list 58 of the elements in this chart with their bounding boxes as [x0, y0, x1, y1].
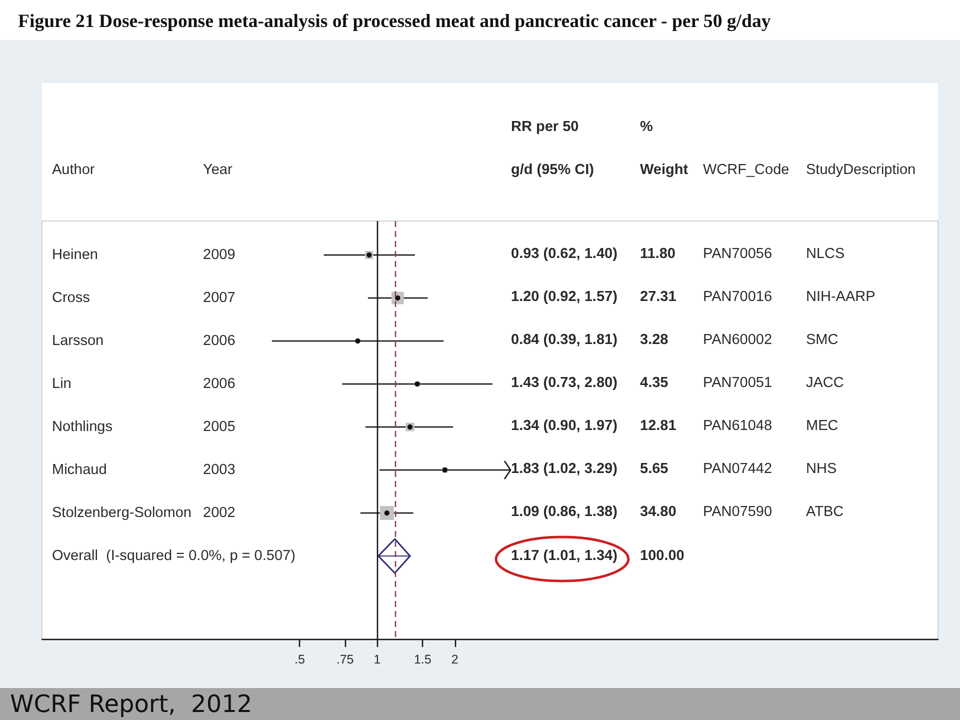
y2-axis-title: Year: [203, 162, 232, 178]
y-tick-label: Stolzenberg-Solomon: [52, 505, 192, 521]
text: 0.93 (0.62, 1.40): [511, 246, 618, 262]
text: 34.80: [640, 504, 676, 520]
x-tick-label: .75: [336, 652, 354, 666]
x-tick-label: 1: [374, 652, 381, 666]
y2-tick-label: 2006: [203, 332, 236, 349]
text: 4.35: [640, 375, 668, 392]
text: PAN70016: [703, 289, 772, 306]
text: 27.31: [640, 289, 676, 306]
category-label: % Weight: [640, 118, 688, 178]
y-tick-label: Michaud: [52, 462, 107, 478]
x-tick-label: 2: [451, 652, 458, 666]
y2-tick-label: 2007: [203, 290, 236, 306]
y-tick-label: Overall (I-squared = 0.0%, p = 0.507): [52, 548, 296, 564]
text: PAN07590: [703, 504, 772, 520]
y2-tick-label: 2006: [203, 376, 236, 392]
text: 11.80: [640, 246, 676, 262]
text: 1.34 (0.90, 1.97): [511, 418, 618, 434]
x-tick-label: .5: [294, 652, 305, 666]
text: NLCS: [806, 246, 845, 262]
text: SMC: [806, 332, 838, 348]
chart-title: Figure 21 Dose-response meta-analysis of processed meat and pancreatic cancer - per 50 g/day: [18, 11, 772, 32]
y2-tick-label: 2005: [203, 418, 236, 435]
text: ATBC: [806, 504, 844, 520]
y-tick-label: Heinen: [52, 246, 98, 263]
y2-tick-label: 2009: [203, 246, 236, 263]
category-label: WCRF_Code: [703, 162, 790, 178]
text: PAN70056: [703, 246, 772, 262]
text: 0.84 (0.39, 1.81): [511, 332, 618, 348]
y-tick-label: Cross: [52, 290, 90, 306]
y-tick-label: Nothlings: [52, 418, 112, 435]
text: PAN61048: [703, 418, 772, 434]
text: NHS: [806, 461, 837, 478]
y2-tick-label: 2002: [203, 505, 236, 521]
text: 1.17 (1.01, 1.34): [511, 548, 618, 564]
text: PAN70051: [703, 375, 772, 392]
y-tick-label: Lin: [52, 376, 72, 392]
text: 1.43 (0.73, 2.80): [511, 375, 618, 392]
text: WCRF Report, 2012: [10, 690, 252, 718]
text: 5.65: [640, 461, 668, 478]
x-tick-label: 1.5: [414, 652, 432, 666]
y-axis-title: Author: [52, 162, 95, 178]
text: PAN60002: [703, 332, 772, 348]
text: JACC: [806, 375, 844, 392]
text: 1.20 (0.92, 1.57): [511, 289, 618, 306]
text: MEC: [806, 418, 838, 434]
text: 1.83 (1.02, 3.29): [511, 461, 618, 478]
text: 100.00: [640, 548, 684, 564]
category-label: StudyDescription: [806, 162, 916, 178]
text: 12.81: [640, 418, 676, 434]
category-label: RR per 50 g/d (95% CI): [511, 118, 594, 178]
text: 3.28: [640, 332, 668, 348]
text: 1.09 (0.86, 1.38): [511, 504, 618, 520]
text: PAN07442: [703, 461, 772, 478]
y2-tick-label: 2003: [203, 462, 236, 478]
y-tick-label: Larsson: [52, 332, 104, 349]
text: NIH-AARP: [806, 289, 876, 306]
